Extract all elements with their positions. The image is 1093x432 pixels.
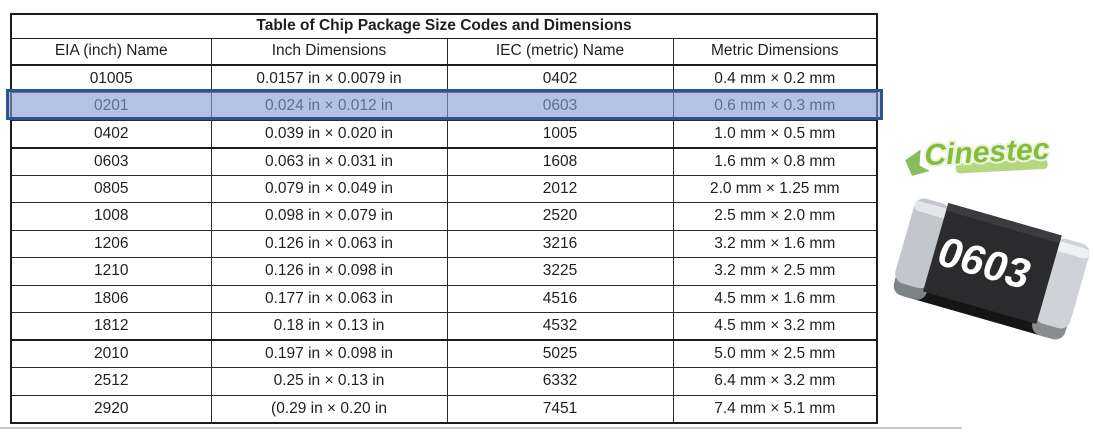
eia-cell: 2920: [10, 394, 212, 423]
metric-cell: 7.4 mm × 5.1 mm: [672, 394, 878, 423]
leaf-icon: [905, 149, 930, 176]
table-row: 1210 0.126 in × 0.098 in 3225 3.2 mm × 2…: [10, 257, 878, 286]
table-row: 0402 0.039 in × 0.020 in 1005 1.0 mm × 0…: [10, 119, 878, 149]
eia-cell: 1008: [10, 202, 212, 231]
metric-cell: 1.6 mm × 0.8 mm: [672, 147, 878, 176]
iec-cell: 4516: [446, 284, 674, 313]
chip-size-table: Table of Chip Package Size Codes and Dim…: [10, 13, 878, 424]
table-row: 2512 0.25 in × 0.13 in 6332 6.4 mm × 3.2…: [10, 367, 878, 396]
iec-cell: 4532: [446, 312, 674, 341]
inch-cell: 0.18 in × 0.13 in: [210, 312, 448, 341]
brand-logo: Cinestec: [903, 122, 1069, 186]
table-row: 1008 0.098 in × 0.079 in 2520 2.5 mm × 2…: [10, 202, 878, 231]
metric-cell: 0.6 mm × 0.3 mm: [672, 92, 878, 121]
inch-cell: 0.126 in × 0.063 in: [210, 229, 448, 258]
logo-text: Cinestec: [924, 133, 1051, 173]
chip-photo: 0603: [890, 193, 1093, 358]
iec-cell: 1608: [446, 147, 674, 176]
inch-cell: (0.29 in × 0.20 in: [210, 394, 448, 423]
eia-cell: 0603: [10, 147, 212, 176]
eia-cell: 0805: [10, 174, 212, 203]
table-title-row: Table of Chip Package Size Codes and Dim…: [10, 13, 878, 39]
iec-cell: 3216: [446, 229, 674, 258]
metric-cell: 3.2 mm × 1.6 mm: [672, 229, 878, 258]
table-row: 0603 0.063 in × 0.031 in 1608 1.6 mm × 0…: [10, 147, 878, 176]
inch-cell: 0.177 in × 0.063 in: [210, 284, 448, 313]
inch-cell: 0.25 in × 0.13 in: [210, 367, 448, 396]
iec-cell: 2520: [446, 202, 674, 231]
eia-cell: 1206: [10, 229, 212, 258]
col-header-eia: EIA (inch) Name: [10, 37, 212, 66]
divider-line: [0, 427, 962, 429]
chip-terminal-right: [1035, 238, 1090, 329]
eia-cell: 2512: [10, 367, 212, 396]
chip-terminal-left: [895, 198, 950, 289]
table-title: Table of Chip Package Size Codes and Dim…: [10, 13, 878, 39]
table-row: 2010 0.197 in × 0.098 in 5025 5.0 mm × 2…: [10, 339, 878, 368]
eia-cell: 1812: [10, 312, 212, 341]
metric-cell: 2.0 mm × 1.25 mm: [672, 174, 878, 203]
metric-cell: 5.0 mm × 2.5 mm: [672, 339, 878, 368]
eia-cell: 01005: [10, 64, 212, 93]
inch-cell: 0.079 in × 0.049 in: [210, 174, 448, 203]
metric-cell: 4.5 mm × 1.6 mm: [672, 284, 878, 313]
metric-cell: 1.0 mm × 0.5 mm: [672, 119, 878, 149]
table-header-row: EIA (inch) Name Inch Dimensions IEC (met…: [10, 37, 878, 66]
eia-cell: 1806: [10, 284, 212, 313]
col-header-metric: Metric Dimensions: [672, 37, 878, 66]
eia-cell: 2010: [10, 339, 212, 368]
table-row: 1806 0.177 in × 0.063 in 4516 4.5 mm × 1…: [10, 284, 878, 313]
iec-cell: 2012: [446, 174, 674, 203]
inch-cell: 0.024 in × 0.012 in: [210, 92, 448, 121]
metric-cell: 6.4 mm × 3.2 mm: [672, 367, 878, 396]
col-header-iec: IEC (metric) Name: [446, 37, 674, 66]
inch-cell: 0.063 in × 0.031 in: [210, 147, 448, 176]
metric-cell: 3.2 mm × 2.5 mm: [672, 257, 878, 286]
iec-cell: 1005: [446, 119, 674, 149]
iec-cell: 0603: [446, 92, 674, 121]
inch-cell: 0.126 in × 0.098 in: [210, 257, 448, 286]
inch-cell: 0.0157 in × 0.0079 in: [210, 64, 448, 93]
eia-cell: 1210: [10, 257, 212, 286]
metric-cell: 4.5 mm × 3.2 mm: [672, 312, 878, 341]
eia-cell: 0201: [10, 92, 212, 121]
terminal-highlight-right: [1054, 241, 1090, 259]
iec-cell: 5025: [446, 339, 674, 368]
inch-cell: 0.197 in × 0.098 in: [210, 339, 448, 368]
inch-cell: 0.098 in × 0.079 in: [210, 202, 448, 231]
table-row: 1206 0.126 in × 0.063 in 3216 3.2 mm × 1…: [10, 229, 878, 258]
terminal-highlight-left: [914, 201, 950, 219]
logo-graphic: Cinestec: [905, 131, 1053, 176]
metric-cell: 0.4 mm × 0.2 mm: [672, 64, 878, 93]
table-row: 0805 0.079 in × 0.049 in 2012 2.0 mm × 1…: [10, 174, 878, 203]
inch-cell: 0.039 in × 0.020 in: [210, 119, 448, 149]
iec-cell: 0402: [446, 64, 674, 93]
table-row: 1812 0.18 in × 0.13 in 4532 4.5 mm × 3.2…: [10, 312, 878, 341]
table-row: 2920 (0.29 in × 0.20 in 7451 7.4 mm × 5.…: [10, 394, 878, 423]
logo-underline: [955, 159, 1048, 174]
chip-graphic: 0603: [893, 198, 1090, 340]
table-row-highlighted[interactable]: 0201 0.024 in × 0.012 in 0603 0.6 mm × 0…: [10, 92, 878, 121]
iec-cell: 7451: [446, 394, 674, 423]
chip-body-highlight: [946, 202, 1062, 244]
iec-cell: 3225: [446, 257, 674, 286]
eia-cell: 0402: [10, 119, 212, 149]
table-row: 01005 0.0157 in × 0.0079 in 0402 0.4 mm …: [10, 64, 878, 93]
col-header-inch: Inch Dimensions: [210, 37, 448, 66]
iec-cell: 6332: [446, 367, 674, 396]
metric-cell: 2.5 mm × 2.0 mm: [672, 202, 878, 231]
